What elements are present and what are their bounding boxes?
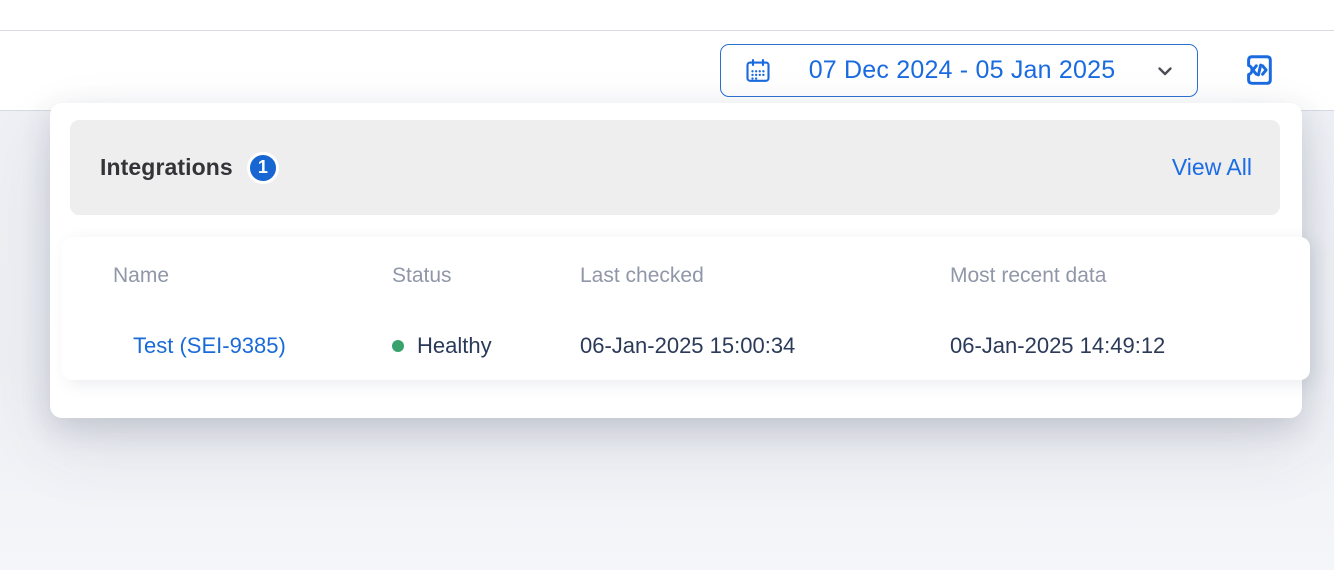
column-header-status: Status xyxy=(392,264,452,287)
integrations-popover-header: Integrations 1 View All xyxy=(70,120,1280,215)
integrations-popover: Integrations 1 View All Name Status Last… xyxy=(50,103,1310,418)
integration-name-link[interactable]: Test (SEI-9385) xyxy=(133,333,286,358)
column-header-last-checked: Last checked xyxy=(580,264,704,287)
integrations-table-card: Name Status Last checked Most recent dat… xyxy=(62,237,1310,380)
column-header-name: Name xyxy=(113,264,170,287)
integration-status-label: Healthy xyxy=(417,333,492,358)
widget-code-icon xyxy=(1236,49,1278,94)
integration-status: Healthy xyxy=(392,333,492,359)
integration-last-checked: 06-Jan-2025 15:00:34 xyxy=(580,333,796,358)
chevron-down-icon xyxy=(1153,59,1177,83)
column-header-most-recent-data: Most recent data xyxy=(950,264,1107,287)
integrations-title: Integrations xyxy=(100,154,233,180)
top-nav-strip xyxy=(0,0,1334,31)
date-range-label: 07 Dec 2024 - 05 Jan 2025 xyxy=(808,56,1116,84)
integration-most-recent-data: 06-Jan-2025 14:49:12 xyxy=(950,333,1166,358)
widget-code-button[interactable] xyxy=(1234,48,1280,94)
date-range-button[interactable]: 07 Dec 2024 - 05 Jan 2025 xyxy=(720,44,1198,97)
healthy-status-dot-icon xyxy=(392,340,404,352)
calendar-icon xyxy=(743,56,773,86)
view-all-link[interactable]: View All xyxy=(1171,154,1252,180)
integrations-count-badge: 1 xyxy=(246,151,279,184)
